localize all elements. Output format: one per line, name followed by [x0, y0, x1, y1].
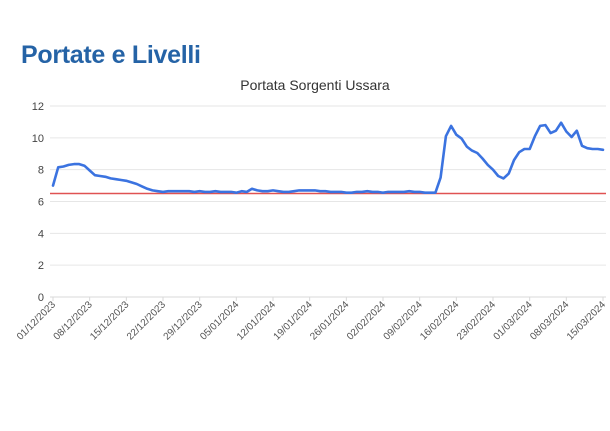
- flow-series-line: [51, 121, 605, 194]
- y-tick-label: 4: [38, 228, 44, 240]
- x-tick-label: 15/03/2024: [565, 299, 608, 342]
- y-tick-label: 0: [38, 292, 44, 304]
- y-tick-label: 10: [32, 133, 44, 145]
- y-tick-label: 6: [38, 197, 44, 209]
- y-axis-labels: 0 2 4 6 8 10 12: [32, 101, 44, 304]
- chart-title: Portata Sorgenti Ussara: [240, 77, 390, 93]
- x-axis-labels: 01/12/202308/12/202315/12/202322/12/2023…: [15, 299, 608, 342]
- y-tick-label: 8: [38, 165, 44, 177]
- y-tick-label: 2: [38, 260, 44, 272]
- chart-gridlines: [50, 105, 606, 301]
- page-title: Portate e Livelli: [21, 41, 201, 69]
- y-tick-label: 12: [32, 101, 44, 113]
